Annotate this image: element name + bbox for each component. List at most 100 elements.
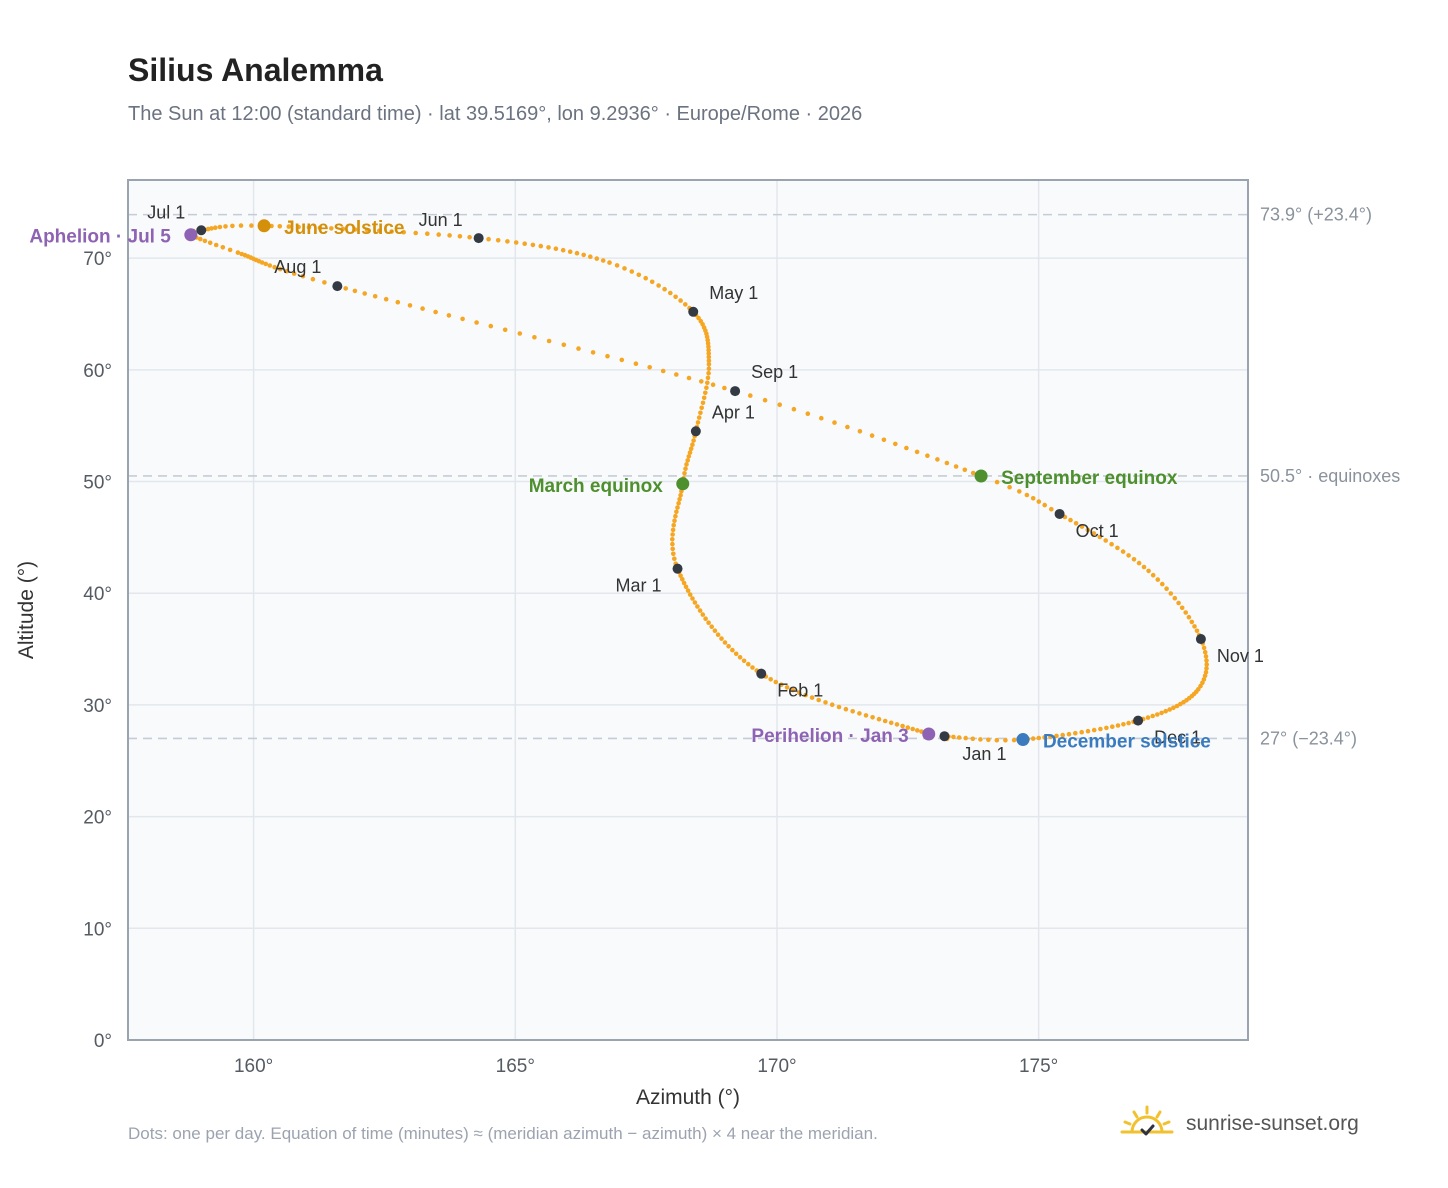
daily-dot bbox=[1150, 713, 1155, 719]
daily-dot bbox=[674, 509, 679, 515]
reference-line-label: 50.5° · equinoxes bbox=[1260, 466, 1400, 486]
daily-dot bbox=[805, 411, 811, 417]
month-label: Oct 1 bbox=[1076, 521, 1119, 541]
daily-dot bbox=[1198, 683, 1203, 689]
y-tick-label: 30° bbox=[83, 696, 112, 717]
event-label: September equinox bbox=[1001, 468, 1178, 489]
daily-dot bbox=[649, 279, 655, 285]
daily-dot bbox=[1146, 568, 1151, 574]
daily-dot bbox=[719, 636, 724, 641]
daily-dot bbox=[364, 227, 370, 233]
daily-dot bbox=[750, 665, 755, 670]
event-marker bbox=[974, 469, 988, 483]
daily-dot bbox=[1091, 727, 1097, 733]
brand-logo-link[interactable]: sunrise-sunset.org bbox=[1120, 1102, 1359, 1146]
daily-dot bbox=[1109, 541, 1114, 547]
event-marker bbox=[1016, 733, 1030, 747]
daily-dot bbox=[343, 286, 349, 291]
month-marker bbox=[939, 731, 950, 742]
daily-dot bbox=[329, 226, 334, 231]
daily-dot bbox=[685, 588, 691, 593]
daily-dot bbox=[1160, 581, 1165, 587]
daily-dot bbox=[925, 453, 930, 459]
daily-dot bbox=[863, 713, 869, 718]
daily-dot bbox=[685, 458, 690, 463]
daily-dot bbox=[951, 734, 956, 740]
daily-dot bbox=[963, 735, 968, 741]
daily-dot bbox=[420, 306, 425, 311]
daily-dot bbox=[675, 505, 680, 510]
daily-dot bbox=[686, 454, 692, 459]
plot-frame bbox=[127, 179, 1249, 1041]
daily-dot bbox=[678, 298, 683, 303]
daily-dot bbox=[1183, 610, 1188, 615]
daily-dot bbox=[978, 737, 983, 742]
daily-dot bbox=[296, 224, 301, 230]
daily-dot bbox=[1066, 731, 1072, 737]
y-tick-label: 40° bbox=[83, 584, 112, 605]
daily-dot bbox=[696, 315, 701, 321]
daily-dot bbox=[900, 723, 905, 729]
daily-dot bbox=[413, 230, 419, 236]
daily-dot bbox=[389, 229, 394, 234]
daily-dot bbox=[705, 380, 710, 386]
month-label: Mar 1 bbox=[616, 576, 662, 596]
daily-dot bbox=[306, 225, 312, 230]
daily-dot bbox=[407, 303, 413, 308]
daily-dot bbox=[532, 335, 537, 340]
daily-dot bbox=[1171, 705, 1176, 711]
daily-dot bbox=[688, 446, 694, 452]
daily-dot bbox=[905, 725, 911, 730]
daily-dot bbox=[605, 353, 610, 359]
daily-dot bbox=[1136, 560, 1142, 566]
daily-dot bbox=[683, 302, 688, 307]
y-tick-label: 60° bbox=[83, 361, 112, 382]
daily-dot bbox=[530, 242, 536, 248]
daily-dot bbox=[894, 722, 900, 727]
daily-dot bbox=[1104, 725, 1109, 731]
daily-dot bbox=[1049, 506, 1054, 512]
sun-checkmark-icon bbox=[1120, 1105, 1174, 1136]
daily-dot bbox=[670, 532, 675, 537]
daily-dot bbox=[944, 460, 950, 466]
daily-dot bbox=[352, 288, 358, 294]
daily-dot bbox=[1174, 703, 1180, 709]
daily-dot bbox=[695, 604, 700, 609]
daily-dot bbox=[796, 690, 802, 695]
daily-dot bbox=[205, 226, 211, 232]
daily-dot bbox=[678, 492, 683, 498]
daily-dot bbox=[706, 347, 711, 353]
daily-dot bbox=[748, 393, 753, 398]
daily-dot bbox=[1126, 720, 1131, 726]
daily-dot bbox=[362, 291, 368, 296]
daily-dot bbox=[1103, 538, 1108, 543]
daily-dot bbox=[696, 415, 702, 420]
daily-dot bbox=[486, 236, 491, 242]
event-label: March equinox bbox=[529, 476, 664, 497]
daily-dot bbox=[670, 541, 675, 547]
daily-dot bbox=[198, 236, 203, 242]
daily-dot bbox=[779, 682, 784, 687]
daily-dot bbox=[876, 716, 882, 722]
daily-dot bbox=[730, 647, 735, 653]
daily-dot bbox=[904, 445, 909, 451]
daily-dot bbox=[447, 233, 452, 238]
daily-dot bbox=[677, 496, 682, 502]
daily-dot bbox=[1204, 666, 1209, 671]
daily-dot bbox=[733, 651, 739, 657]
daily-dot bbox=[888, 720, 894, 726]
daily-dot bbox=[614, 263, 620, 268]
x-axis-label: Azimuth (°) bbox=[636, 1086, 740, 1109]
daily-dot bbox=[622, 266, 627, 271]
daily-dot bbox=[600, 258, 606, 263]
month-label: Feb 1 bbox=[777, 681, 823, 701]
daily-dot bbox=[706, 351, 711, 356]
month-label: May 1 bbox=[709, 283, 758, 303]
daily-dot bbox=[790, 687, 796, 693]
month-marker bbox=[1133, 715, 1144, 726]
daily-dot bbox=[1073, 521, 1079, 526]
daily-dot bbox=[553, 246, 559, 251]
daily-dot bbox=[1203, 669, 1209, 675]
daily-dot bbox=[870, 715, 875, 720]
daily-dot bbox=[1202, 673, 1208, 679]
